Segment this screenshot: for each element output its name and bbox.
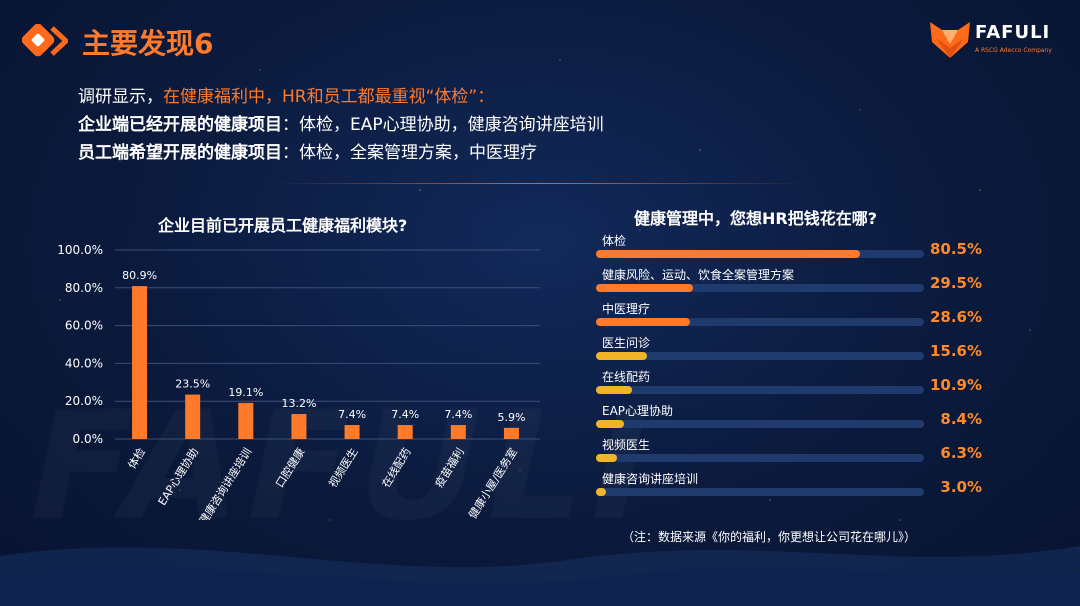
hbar-track <box>596 250 924 258</box>
bar <box>291 414 307 439</box>
x-tick-label: 健康小屋/医务室 <box>465 445 520 520</box>
y-tick-label: 40.0% <box>65 356 103 370</box>
summary-line-3: 员工端希望开展的健康项目：体检，全案管理方案，中医理疗 <box>78 139 604 167</box>
bar <box>397 425 413 439</box>
data-label: 7.4% <box>444 408 472 421</box>
hbar-row: 健康风险、运动、饮食全案管理方案 29.5% <box>596 266 1016 296</box>
bar <box>503 427 519 439</box>
hbar-label: 健康风险、运动、饮食全案管理方案 <box>602 268 795 282</box>
data-label: 5.9% <box>497 411 525 424</box>
diamond-arrow-icon <box>22 24 68 57</box>
hbar-value: 6.3% <box>940 444 982 462</box>
hbar-fill <box>596 284 693 292</box>
y-tick-label: 60.0% <box>65 319 103 333</box>
hbar-fill <box>596 318 690 326</box>
hbar-track <box>596 386 924 394</box>
x-tick-label: 口腔健康 <box>272 445 307 490</box>
hbar-fill <box>596 386 632 394</box>
hbar-track <box>596 352 924 360</box>
bar <box>238 402 254 439</box>
y-tick-label: 100.0% <box>57 243 103 257</box>
hbar-label: 在线配药 <box>602 370 651 384</box>
hbar-track <box>596 284 924 292</box>
hbar-track <box>596 454 924 462</box>
y-tick-label: 0.0% <box>73 432 104 446</box>
summary-line-2-bold: 企业端已经开展的健康项目 <box>78 115 282 135</box>
bar <box>185 394 201 439</box>
hbar-label: 医生问诊 <box>602 336 651 350</box>
company-logo: FAFULI A RSCG Adecco Company <box>928 20 1063 60</box>
hbar-track <box>596 488 924 496</box>
summary-text: 调研显示，在健康福利中，HR和员工都最重视“体检”： 企业端已经开展的健康项目：… <box>78 83 604 167</box>
summary-line-1: 调研显示，在健康福利中，HR和员工都最重视“体检”： <box>78 83 604 111</box>
hbar-fill <box>596 352 648 360</box>
page-title: 主要发现6 <box>82 27 214 60</box>
hbar-row: 视频医生 6.3% <box>596 436 1016 466</box>
hbar-value: 8.4% <box>940 410 982 428</box>
x-tick-label: 健康咨询讲座培训 <box>196 445 255 520</box>
data-label: 19.1% <box>228 386 263 399</box>
hbar-fill <box>596 420 624 428</box>
x-tick-label: EAP心理协助 <box>155 445 201 508</box>
summary-line-1-highlight: 在健康福利中，HR和员工都最重视“体检”： <box>163 87 495 107</box>
hbar-value: 15.6% <box>929 342 982 360</box>
summary-line-2: 企业端已经开展的健康项目：体检，EAP心理协助，健康咨询讲座培训 <box>78 111 604 139</box>
summary-line-3-bold: 员工端希望开展的健康项目 <box>78 143 282 163</box>
hbar-fill <box>596 488 606 496</box>
hbar-fill <box>596 454 617 462</box>
hbar-label: 视频医生 <box>602 438 651 452</box>
data-label: 23.5% <box>175 378 210 391</box>
logo-name: FAFULI <box>975 22 1051 43</box>
bar <box>450 425 466 439</box>
summary-line-1-prefix: 调研显示， <box>78 87 163 107</box>
hbar-row: 体检 80.5% <box>596 232 1016 262</box>
hbar-row: 健康咨询讲座培训 3.0% <box>596 470 1016 500</box>
hbar-label: 体检 <box>602 234 627 248</box>
left-chart-title: 企业目前已开展员工健康福利模块? <box>158 216 408 235</box>
hbar-fill <box>596 250 861 258</box>
hbar-row: 医生问诊 15.6% <box>596 334 1016 364</box>
data-label: 7.4% <box>391 408 419 421</box>
section-divider <box>275 183 805 184</box>
bar <box>344 425 360 439</box>
summary-line-2-rest: ：体检，EAP心理协助，健康咨询讲座培训 <box>282 115 604 135</box>
y-tick-label: 80.0% <box>65 281 103 295</box>
hbar-value: 28.6% <box>929 308 982 326</box>
hbar-value: 10.9% <box>929 376 982 394</box>
hbar-value: 3.0% <box>940 478 982 496</box>
data-label: 7.4% <box>338 408 366 421</box>
x-tick-label: 疫苗福利 <box>432 445 467 490</box>
data-label: 80.9% <box>122 269 157 282</box>
hbar-row: EAP心理协助 8.4% <box>596 402 1016 432</box>
source-note: （注：数据来源《你的福利，你更想让公司花在哪儿》） <box>622 530 917 544</box>
right-chart-title: 健康管理中，您想HR把钱花在哪? <box>634 209 877 228</box>
hbar-label: 中医理疗 <box>602 302 651 316</box>
data-label: 13.2% <box>281 397 316 410</box>
hbar-value: 80.5% <box>929 240 982 258</box>
hbar-label: EAP心理协助 <box>602 404 674 418</box>
logo-subtitle: A RSCG Adecco Company <box>975 47 1052 54</box>
x-tick-label: 视频医生 <box>325 445 360 490</box>
hbar-track <box>596 318 924 326</box>
vertical-bar-chart: 0.0% 20.0% 40.0% 60.0% 80.0% 100.0% 80.9% 体检 23.… <box>57 243 540 520</box>
hbar-value: 29.5% <box>929 274 982 292</box>
bar <box>132 286 148 439</box>
wave-decoration <box>0 546 1080 606</box>
summary-line-3-rest: ：体检，全案管理方案，中医理疗 <box>282 143 537 163</box>
hbar-label: 健康咨询讲座培训 <box>602 472 699 486</box>
x-tick-label: 在线配药 <box>379 445 414 490</box>
hbar-row: 中医理疗 28.6% <box>596 300 1016 330</box>
x-tick-label: 体检 <box>125 445 149 471</box>
hbar-track <box>596 420 924 428</box>
fox-logo-icon <box>930 22 970 58</box>
y-tick-label: 20.0% <box>65 394 103 408</box>
hbar-row: 在线配药 10.9% <box>596 368 1016 398</box>
